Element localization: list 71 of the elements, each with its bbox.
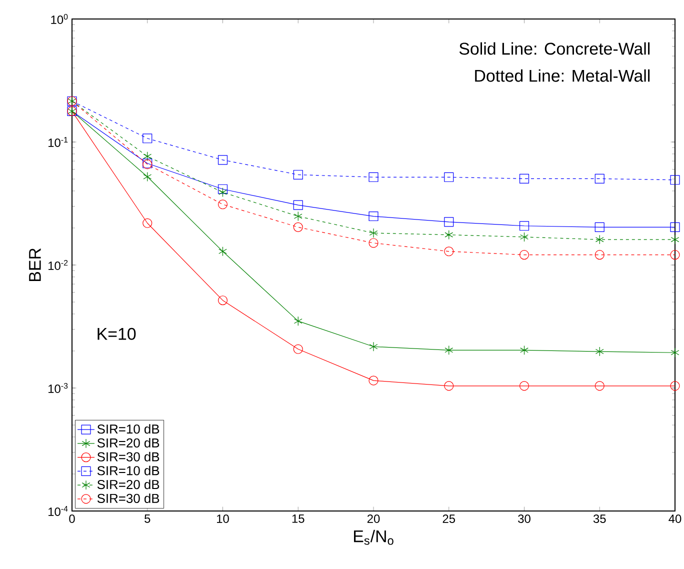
point	[293, 222, 303, 232]
x-tick-label: 35	[593, 514, 606, 523]
point	[368, 238, 378, 248]
x-axis-title: E$_{s}$/N$_{o}$	[354, 530, 394, 545]
x-tick-label: 30	[518, 514, 530, 523]
point	[595, 234, 604, 244]
x-tick-label: 20	[367, 514, 380, 523]
point	[444, 381, 454, 391]
point	[293, 170, 303, 180]
y-tick-label: 10$^{-2}$	[48, 260, 68, 270]
point	[519, 381, 530, 391]
point	[520, 345, 528, 355]
point	[368, 172, 378, 182]
x-tick-label: 15	[292, 514, 304, 523]
point	[142, 134, 152, 144]
point	[293, 200, 303, 210]
point	[444, 217, 454, 227]
point	[218, 246, 227, 256]
point	[519, 250, 530, 260]
point	[670, 175, 680, 185]
x-tick-label: 10	[217, 514, 229, 523]
point	[670, 381, 680, 391]
point	[218, 155, 228, 165]
point	[670, 250, 680, 260]
point	[519, 221, 530, 231]
point	[294, 316, 302, 326]
point	[368, 376, 378, 386]
y-tick-label: 10$^{0}$	[51, 14, 68, 24]
point	[143, 172, 152, 182]
point	[369, 228, 378, 238]
legend-label: SIR=20 dB	[97, 480, 160, 490]
point	[520, 232, 528, 242]
point	[594, 381, 604, 391]
annotation: K=10	[98, 328, 136, 340]
point	[218, 200, 228, 210]
point	[293, 344, 303, 354]
point	[594, 222, 604, 232]
annotation: Dotted Line: Metal-Wall	[475, 69, 650, 82]
point	[595, 346, 604, 356]
y-axis-title: BER	[29, 248, 41, 282]
point	[594, 250, 604, 260]
y-tick-label: 10$^{-3}$	[48, 383, 68, 394]
point	[594, 174, 604, 184]
point	[444, 172, 454, 182]
point	[444, 246, 454, 256]
point	[218, 296, 228, 306]
point	[368, 211, 378, 222]
point	[369, 342, 378, 352]
x-tick-label: 0	[69, 514, 75, 523]
legend-label: SIR=30 dB	[97, 452, 160, 462]
x-tick-label: 5	[144, 514, 150, 523]
legend-label: SIR=30 dB	[97, 493, 160, 503]
point	[670, 222, 680, 232]
legend-label: SIR=10 dB	[97, 424, 160, 434]
point	[143, 152, 152, 162]
point	[218, 188, 227, 198]
y-tick-label: 10$^{-1}$	[48, 137, 68, 147]
point	[670, 348, 680, 358]
point	[218, 184, 228, 194]
legend-label: SIR=10 dB	[97, 466, 160, 476]
x-tick-label: 25	[442, 514, 456, 523]
point	[444, 345, 454, 355]
point	[444, 230, 454, 240]
legend-label: SIR=20 dB	[97, 438, 160, 448]
x-tick-label: 40	[668, 514, 682, 523]
point	[294, 211, 302, 222]
point	[142, 218, 152, 228]
annotation: Solid Line: Concrete-Wall	[459, 42, 650, 55]
point	[670, 234, 680, 244]
point	[519, 174, 530, 184]
y-tick-label: 10$^{-4}$	[48, 506, 68, 516]
